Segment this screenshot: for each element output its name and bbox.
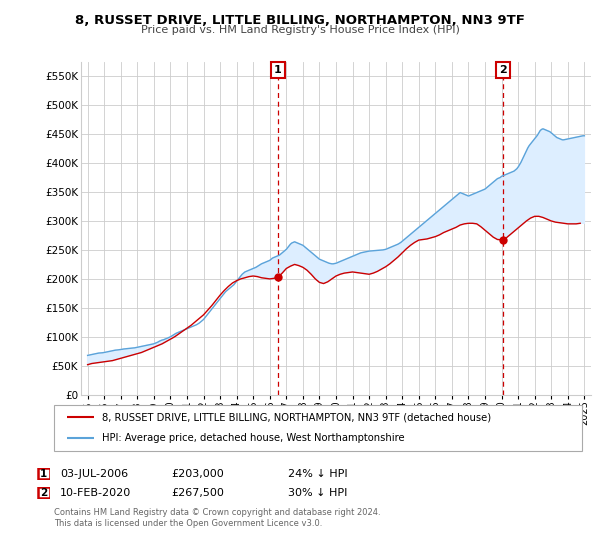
- Text: Contains HM Land Registry data © Crown copyright and database right 2024.
This d: Contains HM Land Registry data © Crown c…: [54, 508, 380, 528]
- Text: Price paid vs. HM Land Registry's House Price Index (HPI): Price paid vs. HM Land Registry's House …: [140, 25, 460, 35]
- FancyBboxPatch shape: [38, 487, 50, 498]
- Text: HPI: Average price, detached house, West Northamptonshire: HPI: Average price, detached house, West…: [101, 433, 404, 444]
- Text: 30% ↓ HPI: 30% ↓ HPI: [288, 488, 347, 498]
- Text: 03-JUL-2006: 03-JUL-2006: [60, 469, 128, 479]
- FancyBboxPatch shape: [38, 468, 50, 479]
- Text: 2: 2: [499, 65, 507, 75]
- Text: 2: 2: [40, 488, 47, 498]
- Text: 8, RUSSET DRIVE, LITTLE BILLING, NORTHAMPTON, NN3 9TF: 8, RUSSET DRIVE, LITTLE BILLING, NORTHAM…: [75, 14, 525, 27]
- Text: 8, RUSSET DRIVE, LITTLE BILLING, NORTHAMPTON, NN3 9TF (detached house): 8, RUSSET DRIVE, LITTLE BILLING, NORTHAM…: [101, 412, 491, 422]
- Text: 1: 1: [274, 65, 282, 75]
- Text: 10-FEB-2020: 10-FEB-2020: [60, 488, 131, 498]
- Text: £267,500: £267,500: [171, 488, 224, 498]
- Text: 24% ↓ HPI: 24% ↓ HPI: [288, 469, 347, 479]
- FancyBboxPatch shape: [54, 405, 582, 451]
- Text: 1: 1: [40, 469, 47, 479]
- Text: £203,000: £203,000: [171, 469, 224, 479]
